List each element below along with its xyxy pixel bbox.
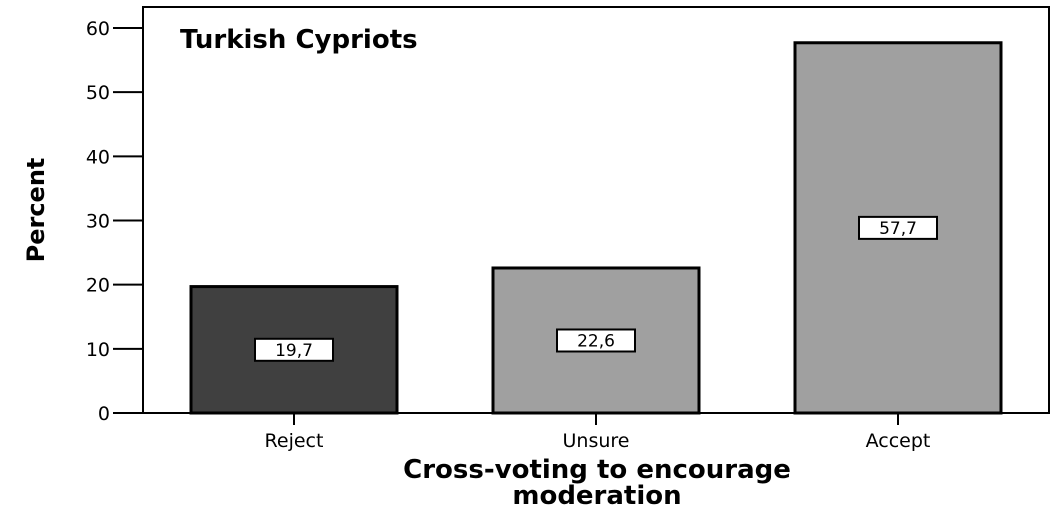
y-tick-label: 50 [86,82,110,104]
data-label-box [254,337,334,362]
x-tick-label: Reject [265,430,324,452]
y-tick-label: 0 [98,403,110,425]
data-label: 22,6 [577,331,615,351]
data-label: 57,7 [879,219,917,239]
y-axis: 0 10 20 30 40 50 60 [86,18,143,425]
x-axis: Reject Unsure Accept [265,413,931,452]
x-tick-label: Accept [866,430,931,452]
data-label-box [858,215,938,240]
x-axis-label-line-1: Cross-voting to encourage [403,455,791,485]
data-label: 19,7 [275,341,313,361]
y-tick-label: 40 [86,146,110,168]
x-tick-label: Unsure [563,430,630,452]
y-axis-label: Percent [22,158,50,263]
y-tick-label: 10 [86,339,110,361]
chart-title: Turkish Cypriots [180,25,418,55]
plot-frame [142,6,1050,414]
y-tick-label: 30 [86,211,110,233]
bars: 19,7 22,6 57,7 [189,41,1003,415]
x-axis-label-line-2: moderation [512,481,681,508]
y-tick-label: 20 [86,275,110,297]
y-tick-label: 60 [86,18,110,40]
data-label-box [556,328,636,353]
